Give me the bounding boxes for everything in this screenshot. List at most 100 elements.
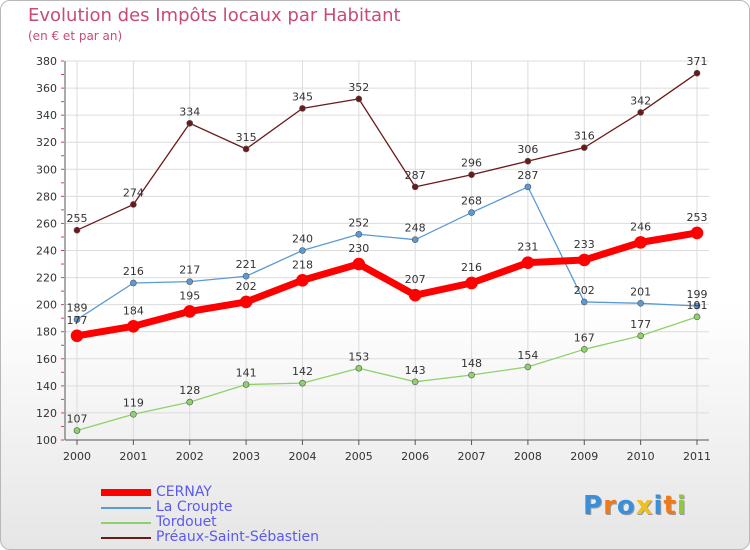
x-tick-label: 2003 [232, 450, 260, 463]
data-point [693, 313, 701, 321]
y-tick-label: 300 [36, 163, 57, 176]
y-tick-label: 360 [36, 82, 57, 95]
data-point [355, 95, 363, 103]
data-label: 248 [405, 222, 426, 235]
logo-letter: x [635, 491, 654, 521]
data-label: 316 [574, 130, 595, 143]
data-point [521, 256, 535, 269]
data-label: 230 [348, 242, 369, 255]
x-tick-label: 2007 [458, 450, 486, 463]
data-point [693, 302, 701, 310]
data-label: 315 [236, 131, 257, 144]
data-label: 240 [292, 233, 313, 246]
data-point [299, 379, 306, 387]
legend-swatch [101, 522, 151, 524]
legend-swatch [101, 537, 151, 539]
data-point [580, 346, 588, 353]
data-label: 268 [461, 195, 482, 208]
data-point [296, 273, 309, 287]
data-point [127, 319, 140, 333]
data-point [355, 364, 363, 372]
data-point [73, 226, 81, 234]
data-label: 207 [405, 273, 426, 286]
x-tick-label: 2011 [683, 450, 711, 463]
data-label: 177 [630, 318, 651, 331]
data-label: 334 [179, 105, 200, 118]
data-label: 195 [179, 289, 200, 302]
data-label: 231 [517, 241, 538, 254]
data-point [355, 230, 363, 238]
y-tick-label: 160 [36, 353, 57, 366]
data-label: 296 [461, 157, 482, 170]
x-tick-label: 2005 [345, 450, 373, 463]
data-point [634, 236, 647, 249]
data-point [411, 183, 419, 191]
data-point [242, 145, 250, 153]
x-tick-label: 2008 [514, 450, 542, 463]
data-label: 141 [236, 367, 257, 380]
x-tick-label: 2010 [627, 450, 655, 463]
x-tick-label: 2006 [401, 450, 429, 463]
y-tick-label: 220 [36, 272, 57, 285]
data-point [130, 410, 137, 418]
data-point [130, 279, 137, 287]
data-label: 184 [123, 304, 144, 317]
y-tick-label: 320 [36, 136, 57, 149]
logo-letter: P [583, 491, 604, 521]
proxiti-logo: Proxiti [583, 491, 687, 521]
data-point [637, 332, 644, 340]
data-label: 216 [123, 265, 144, 278]
y-tick-label: 120 [36, 407, 57, 420]
legend-label: CERNAY [156, 484, 212, 500]
data-label: 143 [405, 364, 426, 377]
x-tick-label: 2000 [63, 450, 91, 463]
y-tick-label: 180 [36, 326, 57, 339]
legend-label: Tordouet [156, 514, 217, 530]
series-line [76, 229, 698, 340]
y-tick-label: 340 [36, 109, 57, 122]
data-point [411, 236, 419, 243]
x-tick-label: 2004 [288, 450, 316, 463]
chart-title: Evolution des Impôts locaux par Habitant [28, 5, 401, 26]
data-point [524, 157, 532, 165]
data-label: 153 [348, 350, 369, 363]
data-point [299, 247, 306, 254]
legend-label: Préaux-Saint-Sébastien [156, 529, 319, 545]
y-tick-label: 380 [36, 55, 57, 68]
data-label: 189 [67, 302, 88, 315]
data-label: 287 [517, 169, 538, 182]
legend-label: La Croupte [156, 499, 233, 515]
data-label: 202 [236, 280, 257, 293]
data-point [411, 378, 419, 386]
data-point [468, 371, 475, 379]
data-label: 216 [461, 261, 482, 274]
data-point [70, 329, 84, 343]
data-point [186, 398, 194, 406]
data-label: 345 [292, 90, 313, 103]
data-point [690, 226, 704, 240]
data-label: 142 [292, 365, 313, 378]
data-label: 352 [348, 81, 369, 94]
y-tick-label: 260 [36, 217, 57, 230]
data-point [299, 105, 306, 112]
series-line [76, 72, 698, 231]
data-label: 274 [123, 186, 144, 199]
data-point [242, 381, 250, 388]
data-label: 287 [405, 169, 426, 182]
data-point [186, 119, 194, 127]
data-point [580, 298, 588, 306]
x-tick-label: 2009 [570, 450, 598, 463]
legend-swatch [101, 507, 151, 509]
data-point [693, 69, 701, 77]
data-point [73, 427, 81, 434]
data-point [408, 288, 422, 302]
data-point [468, 171, 475, 178]
data-label: 246 [630, 220, 651, 233]
data-label: 218 [292, 258, 313, 271]
data-label: 255 [67, 212, 88, 225]
data-label: 177 [67, 314, 88, 327]
data-point [183, 305, 197, 318]
data-point [239, 295, 253, 309]
